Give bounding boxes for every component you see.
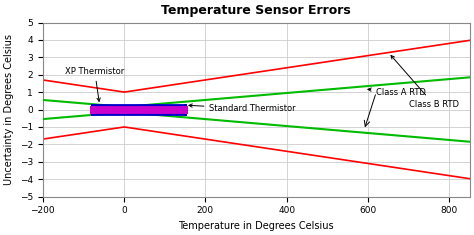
Y-axis label: Uncertainty in Degrees Celsius: Uncertainty in Degrees Celsius bbox=[4, 34, 14, 185]
Title: Temperature Sensor Errors: Temperature Sensor Errors bbox=[161, 4, 351, 17]
Text: XP Thermistor: XP Thermistor bbox=[65, 67, 124, 101]
Text: Class A RTD: Class A RTD bbox=[368, 88, 426, 97]
Text: Standard Thermistor: Standard Thermistor bbox=[189, 104, 296, 113]
X-axis label: Temperature in Degrees Celsius: Temperature in Degrees Celsius bbox=[178, 221, 334, 231]
Text: Class B RTD: Class B RTD bbox=[391, 55, 459, 109]
